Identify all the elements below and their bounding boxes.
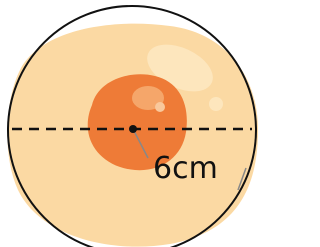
radius-label: 6cm <box>153 151 218 186</box>
diagram: 6cm <box>0 0 261 247</box>
egg-white-highlight-small <box>209 97 223 111</box>
center-point <box>129 125 137 133</box>
yolk-highlight-small <box>155 102 165 112</box>
page: 6cm (() => { const data = JSON.parse(doc… <box>0 0 261 247</box>
